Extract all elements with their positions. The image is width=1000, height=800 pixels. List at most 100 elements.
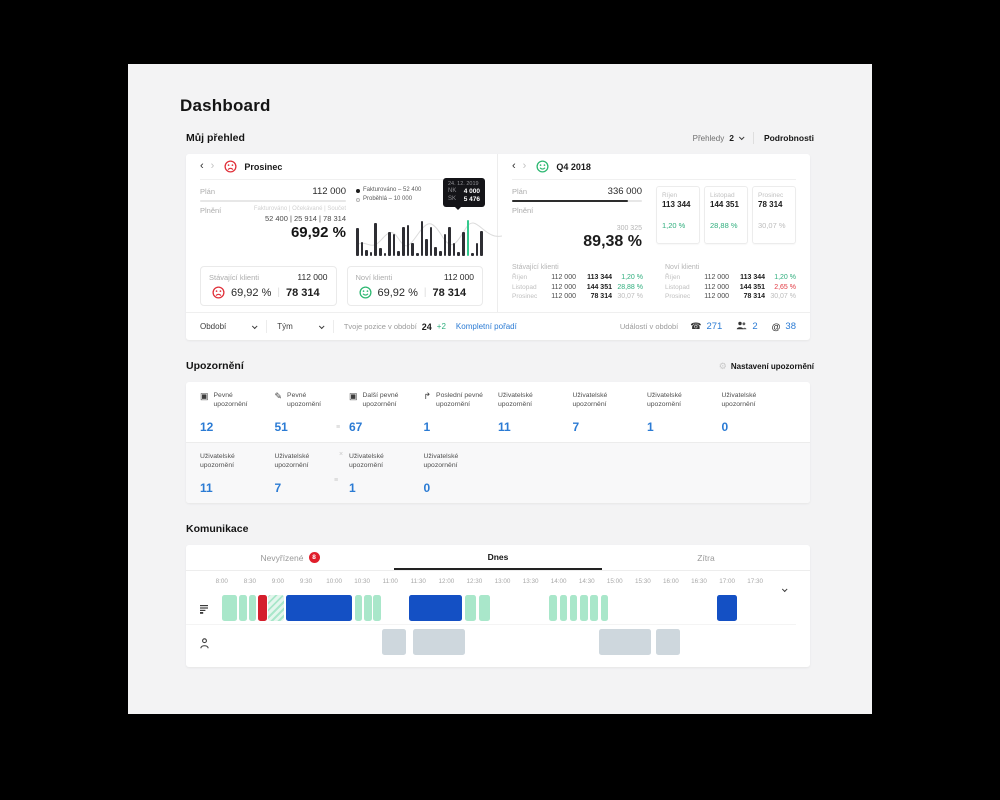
timeline-block-mint[interactable] bbox=[590, 594, 598, 621]
team-select-label: Tým bbox=[277, 322, 293, 331]
client-type-label: Noví klienti bbox=[355, 273, 393, 282]
chart-bar bbox=[420, 221, 424, 256]
people-icon bbox=[736, 321, 747, 332]
time-label: 14:30 bbox=[578, 578, 595, 585]
alert-item[interactable]: ✎ Pevné upozornění 51 bbox=[275, 391, 350, 434]
full-ranking-link[interactable]: Kompletní pořadí bbox=[455, 322, 517, 331]
plan-value: 112 000 bbox=[312, 186, 346, 197]
views-count-select[interactable]: Přehledy 2 bbox=[693, 133, 745, 143]
timeline-block-mint[interactable] bbox=[580, 594, 588, 621]
alert-item[interactable]: Uživatelské upozornění 11 bbox=[200, 452, 275, 495]
timeline-block-mint[interactable] bbox=[221, 594, 237, 621]
timeline-block-blue[interactable] bbox=[286, 594, 352, 621]
tab-zítra[interactable]: Zítra bbox=[602, 545, 810, 570]
period-select[interactable]: Období bbox=[200, 322, 258, 331]
mood-sad-icon bbox=[212, 286, 225, 299]
month-card-prosinec[interactable]: Prosinec 78 314 30,07 % bbox=[752, 186, 796, 244]
alert-label: Pevné upozornění bbox=[287, 392, 322, 409]
tab-dnes[interactable]: Dnes bbox=[394, 545, 602, 570]
timeline-block-mint[interactable] bbox=[549, 594, 557, 621]
timeline-block-mint[interactable] bbox=[364, 594, 372, 621]
next-period-icon[interactable]: › bbox=[210, 160, 215, 172]
legend-label: Fakturováno – 52 400 bbox=[363, 187, 422, 193]
tab-label: Zítra bbox=[697, 552, 715, 563]
table-row: Listopad 112 000 144 351 2,65 % bbox=[665, 284, 796, 291]
timeline-block-red[interactable] bbox=[258, 594, 267, 621]
time-label: 8:00 bbox=[215, 578, 228, 585]
timeline-block-mint[interactable] bbox=[559, 594, 568, 621]
row-percent: 2,65 % bbox=[774, 283, 796, 291]
drag-handle-icon: ≡ bbox=[334, 477, 339, 484]
alert-item[interactable]: ↱ Poslední pevné upozornění 1 bbox=[424, 391, 499, 434]
time-label: 10:00 bbox=[326, 578, 342, 585]
timeline-block-gray[interactable] bbox=[655, 628, 681, 655]
chart-bar bbox=[369, 252, 373, 256]
event-counter-at[interactable]: @38 bbox=[772, 321, 796, 332]
row-value: 78 314 bbox=[743, 293, 765, 300]
event-count: 271 bbox=[706, 321, 723, 332]
timeline-block-mint[interactable] bbox=[465, 594, 477, 621]
alert-label: Uživatelské upozornění bbox=[274, 453, 310, 470]
communication-section-title: Komunikace bbox=[186, 523, 249, 535]
event-count: 38 bbox=[785, 321, 796, 332]
tab-nevyřízené[interactable]: Nevyřízené 8 bbox=[186, 545, 394, 570]
timeline-block-mint[interactable] bbox=[373, 594, 381, 621]
plan-value: 336 000 bbox=[607, 186, 642, 197]
period-panel-prosinec: ‹ › Prosinec Plán 112 000 bbox=[186, 154, 502, 312]
timeline-block-blue[interactable] bbox=[408, 594, 463, 621]
divider bbox=[266, 320, 268, 333]
events-summary: Událostí v období ☎ 271 2 @38 bbox=[620, 321, 796, 332]
alert-item[interactable]: ▣ Další pevné upozornění 67 bbox=[349, 391, 424, 434]
team-select[interactable]: Tým bbox=[277, 322, 325, 331]
timeline-row-calls bbox=[186, 591, 796, 624]
alert-item[interactable]: Uživatelské upozornění 7 bbox=[275, 452, 350, 495]
timeline-block-gray[interactable] bbox=[412, 628, 466, 655]
position-value: 24 bbox=[421, 321, 432, 332]
details-button[interactable]: Podrobnosti bbox=[763, 133, 814, 143]
time-label: 9:00 bbox=[271, 578, 285, 585]
timeline-block-mint[interactable] bbox=[569, 594, 578, 621]
alert-item[interactable]: Uživatelské upozornění 0 bbox=[424, 452, 499, 495]
alert-item[interactable]: Uživatelské upozornění 1 bbox=[349, 452, 424, 495]
month-value: 113 344 bbox=[662, 200, 691, 209]
timeline-block-blue[interactable] bbox=[716, 594, 738, 621]
timeline-block-gray[interactable] bbox=[598, 628, 652, 655]
alerts-row-user: Uživatelské upozornění 11 Uživatelské upoz… bbox=[186, 442, 810, 503]
alert-item[interactable]: Uživatelské upozornění 0 bbox=[722, 391, 797, 434]
timeline-block-hatch[interactable] bbox=[267, 594, 285, 621]
timeline-block-gray[interactable] bbox=[381, 628, 407, 655]
alert-label: Uživatelské upozornění bbox=[647, 392, 682, 409]
alert-item[interactable]: Uživatelské upozornění 7 bbox=[573, 391, 648, 434]
display-icon: ▣ bbox=[349, 391, 358, 401]
month-name: Prosinec bbox=[758, 192, 784, 199]
prev-period-icon[interactable]: ‹ bbox=[512, 160, 516, 172]
timeline-block-mint[interactable] bbox=[479, 594, 491, 621]
event-count: 2 bbox=[752, 321, 758, 332]
mood-happy-icon bbox=[358, 286, 372, 299]
client-value: 78 314 bbox=[432, 286, 467, 299]
timeline-track bbox=[216, 625, 796, 657]
alert-item[interactable]: ▣ Pevné upozornění 12 bbox=[200, 391, 275, 434]
row-value: 144 351 bbox=[739, 283, 765, 291]
call-log-icon bbox=[200, 602, 210, 620]
timeline-block-mint[interactable] bbox=[600, 594, 609, 621]
event-counter-people[interactable]: 2 bbox=[736, 321, 758, 332]
month-percent: 30,07 % bbox=[758, 221, 786, 230]
alert-item[interactable]: Uživatelské upozornění 1 bbox=[647, 391, 722, 434]
legend-label: Proběhlá – 10 000 bbox=[363, 196, 413, 202]
timeline-block-mint[interactable] bbox=[238, 594, 248, 621]
timeline-block-mint[interactable] bbox=[354, 594, 363, 621]
time-label: 16:00 bbox=[663, 578, 679, 585]
month-card-říjen[interactable]: Říjen 113 344 1,20 % bbox=[656, 186, 700, 244]
chart-bar bbox=[379, 247, 382, 256]
close-icon[interactable]: × bbox=[339, 451, 344, 458]
alert-item[interactable]: Uživatelské upozornění 11 bbox=[498, 391, 573, 434]
chart-bar bbox=[462, 232, 465, 256]
next-period-icon[interactable]: › bbox=[522, 160, 527, 172]
month-card-listopad[interactable]: Listopad 144 351 28,88 % bbox=[704, 186, 748, 244]
prev-period-icon[interactable]: ‹ bbox=[200, 160, 204, 172]
timeline-block-mint[interactable] bbox=[248, 594, 257, 621]
alerts-settings-button[interactable]: ⚙ Nastavení upozornění bbox=[719, 361, 814, 372]
event-counter-phone[interactable]: ☎ 271 bbox=[690, 321, 722, 332]
table-row: Prosinec 112 000 78 314 30,07 % bbox=[665, 293, 796, 300]
